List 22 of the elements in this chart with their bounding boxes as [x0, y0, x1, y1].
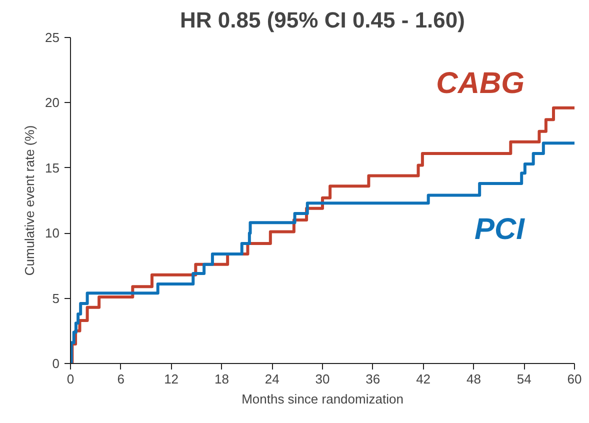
y-tick-label: 5 — [52, 290, 60, 306]
y-tick-label: 15 — [45, 160, 60, 176]
y-axis-title: Cumulative event rate (%) — [22, 125, 38, 276]
x-tick-label: 18 — [214, 372, 229, 386]
y-tick-label: 0 — [52, 356, 60, 371]
x-tick-label: 12 — [164, 372, 179, 386]
x-tick-label: 48 — [466, 372, 481, 386]
y-tick-label: 10 — [45, 226, 60, 241]
series-label: CABG — [436, 66, 525, 100]
y-tick-label: 20 — [45, 95, 60, 110]
x-tick-label: 0 — [66, 372, 74, 386]
x-tick-label: 60 — [567, 372, 582, 386]
x-axis-title: Months since randomization — [242, 392, 404, 406]
x-tick-label: 6 — [117, 372, 125, 386]
y-tick-label: 25 — [45, 30, 60, 45]
x-tick-label: 30 — [315, 372, 330, 386]
x-tick-label: 42 — [416, 372, 431, 386]
chart-title: HR 0.85 (95% CI 0.45 - 1.60) — [180, 8, 465, 32]
x-tick-label: 36 — [366, 372, 380, 386]
x-tick-label: 24 — [264, 372, 280, 386]
series-label: PCI — [474, 213, 526, 246]
x-tick-label: 54 — [516, 372, 532, 386]
